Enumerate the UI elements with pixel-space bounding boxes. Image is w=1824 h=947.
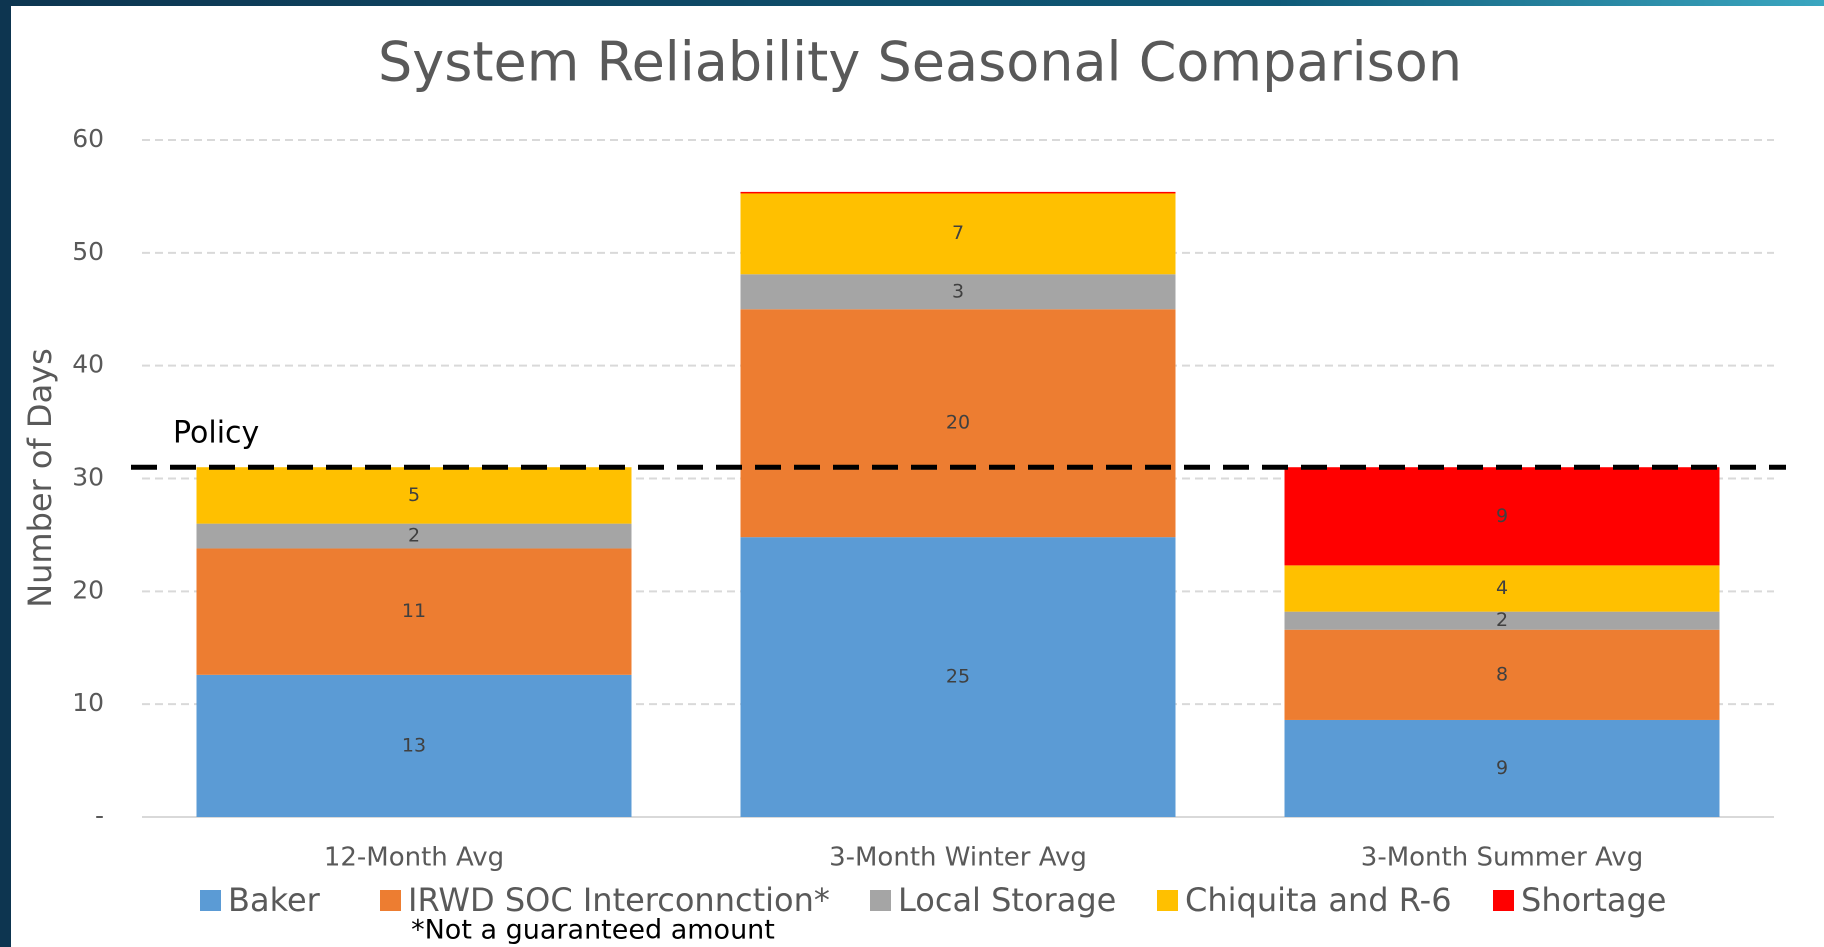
data-label: 7 xyxy=(952,222,964,244)
data-label: 5 xyxy=(408,484,420,506)
legend-swatch xyxy=(1157,890,1178,911)
bar-segment xyxy=(1284,719,1720,817)
data-label: 20 xyxy=(946,412,970,434)
bar-segment xyxy=(196,548,632,675)
legend-swatch xyxy=(870,890,891,911)
bar-segment xyxy=(1284,565,1720,612)
y-tick-label: 30 xyxy=(72,463,104,492)
legend-label: Local Storage xyxy=(898,881,1116,919)
legend-label: Baker xyxy=(228,881,321,919)
top-border xyxy=(0,0,1824,6)
bar-segment xyxy=(1284,611,1720,630)
y-tick-label: 10 xyxy=(72,688,104,717)
bar-segment xyxy=(1284,467,1720,566)
bar-segment xyxy=(196,674,632,817)
bar-segment xyxy=(740,309,1176,538)
data-label: 8 xyxy=(1496,663,1508,685)
data-label: 9 xyxy=(1496,757,1508,779)
legend-label: IRWD SOC Interconnction* xyxy=(408,881,830,919)
bar-segment xyxy=(740,274,1176,310)
left-border xyxy=(0,0,11,947)
data-label: 2 xyxy=(1496,609,1508,631)
bar-segment xyxy=(740,193,1176,275)
bar-segment xyxy=(740,191,1176,194)
y-axis-label: Number of Days xyxy=(21,348,59,608)
data-label: 11 xyxy=(402,600,426,622)
bar-segment xyxy=(1284,629,1720,720)
x-tick-label: 3-Month Summer Avg xyxy=(1361,843,1643,873)
legend-swatch xyxy=(380,890,401,911)
bar-segment xyxy=(740,537,1176,817)
y-tick-label: 50 xyxy=(72,237,104,266)
legend-swatch xyxy=(200,890,221,911)
x-tick-label: 12-Month Avg xyxy=(324,843,504,873)
bar-segment xyxy=(196,523,632,549)
footnote: *Not a guaranteed amount xyxy=(411,915,775,946)
legend-label: Shortage xyxy=(1521,881,1666,919)
policy-label: Policy xyxy=(173,416,259,451)
chart-title: System Reliability Seasonal Comparison xyxy=(378,31,1462,94)
y-tick-label: - xyxy=(95,801,104,830)
bar-segment xyxy=(196,467,632,524)
data-label: 3 xyxy=(952,280,964,302)
y-tick-label: 20 xyxy=(72,575,104,604)
y-tick-label: 60 xyxy=(72,124,104,153)
y-tick-label: 40 xyxy=(72,350,104,379)
data-label: 13 xyxy=(402,734,426,756)
x-tick-label: 3-Month Winter Avg xyxy=(829,843,1087,873)
data-label: 25 xyxy=(946,666,970,688)
legend-swatch xyxy=(1493,890,1514,911)
data-label: 2 xyxy=(408,525,420,547)
data-label: 4 xyxy=(1496,577,1508,599)
data-label: 9 xyxy=(1496,505,1508,527)
legend-label: Chiquita and R-6 xyxy=(1185,881,1452,919)
